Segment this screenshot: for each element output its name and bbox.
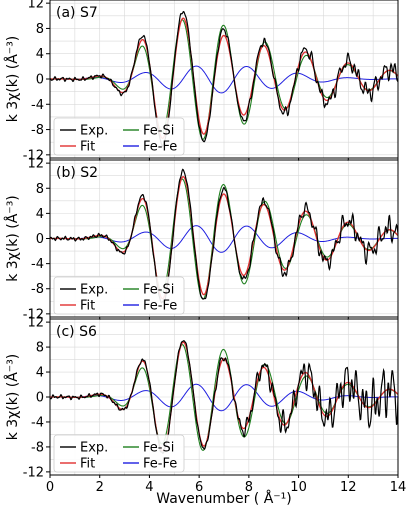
y-tick-label: 0 [36, 391, 44, 406]
y-tick-label: -4 [31, 257, 44, 272]
x-tick-label: 14 [390, 480, 407, 495]
panel-title: (b) S2 [56, 165, 98, 181]
legend-label-fe-si: Fe-Si [143, 441, 174, 456]
y-tick-label: -8 [31, 123, 44, 138]
y-tick-label: 4 [36, 366, 44, 381]
legend-label-fe-si: Fe-Si [143, 124, 174, 139]
legend-box [53, 276, 185, 315]
legend-label-exp: Exp. [80, 283, 108, 298]
y-tick-label: 8 [36, 341, 44, 356]
legend-label-fe-si: Fe-Si [143, 283, 174, 298]
y-tick-label: -8 [31, 282, 44, 297]
y-tick-label: 12 [27, 316, 44, 331]
x-tick-label: 8 [245, 480, 253, 495]
panel-3: -12 -8 -4 0 4 8 12 0 2 4 6 8 10 12 14 (c) S6 k 3χ(k) (Å⁻… [4, 316, 406, 507]
x-tick-label: 6 [195, 480, 203, 495]
series-exp-line [49, 340, 399, 455]
y-tick-label: -4 [31, 415, 44, 430]
x-tick-label: 10 [290, 480, 307, 495]
x-tick-label: 0 [46, 480, 54, 495]
y-tick-label: 0 [36, 232, 44, 247]
y-axis-label: k 3χ(k) (Å⁻³) [4, 354, 21, 441]
panel-2: -12 -8 -4 0 4 8 12 (b) S2 k 3χ(k) (Å⁻³) Exp.Fit Fe… [4, 157, 399, 322]
y-tick-label: 0 [36, 73, 44, 88]
legend-box [53, 117, 185, 156]
legend-label-fit: Fit [80, 299, 95, 314]
y-tick-label: -4 [31, 98, 44, 113]
y-tick-label: -12 [23, 465, 44, 480]
x-tick-label: 12 [340, 480, 357, 495]
y-tick-label: -8 [31, 440, 44, 455]
series-exp-line [49, 10, 399, 148]
y-tick-label: -12 [23, 148, 44, 163]
legend-label-exp: Exp. [80, 441, 108, 456]
legend-label-exp: Exp. [80, 124, 108, 139]
legend-label-fit: Fit [80, 457, 95, 472]
y-tick-label: 12 [27, 157, 44, 172]
legend-label-fe-fe: Fe-Fe [143, 299, 177, 314]
y-axis-label: k 3χ(k) (Å⁻³) [4, 36, 21, 123]
panel-1: -12 -8 -4 0 4 8 12 (a) S7 k 3χ(k) (Å⁻³) Exp.Fit Fe… [4, 0, 399, 163]
x-tick-label: 2 [96, 480, 104, 495]
y-tick-label: 8 [36, 182, 44, 197]
y-tick-label: 4 [36, 47, 44, 62]
y-tick-label: 4 [36, 207, 44, 222]
panel-title: (a) S7 [56, 5, 98, 21]
y-axis-label: k 3χ(k) (Å⁻³) [4, 195, 21, 282]
legend-label-fe-fe: Fe-Fe [143, 140, 177, 155]
x-tick-label: 4 [145, 480, 153, 495]
y-tick-label: 8 [36, 22, 44, 37]
legend-box [53, 434, 185, 473]
x-axis-label: Wavenumber ( Å⁻¹) [156, 490, 291, 507]
y-tick-label: 12 [27, 0, 44, 12]
legend-label-fit: Fit [80, 140, 95, 155]
y-tick-label: -12 [23, 307, 44, 322]
legend-label-fe-fe: Fe-Fe [143, 457, 177, 472]
series-exp-line [49, 168, 399, 304]
panel-title: (c) S6 [56, 324, 97, 340]
